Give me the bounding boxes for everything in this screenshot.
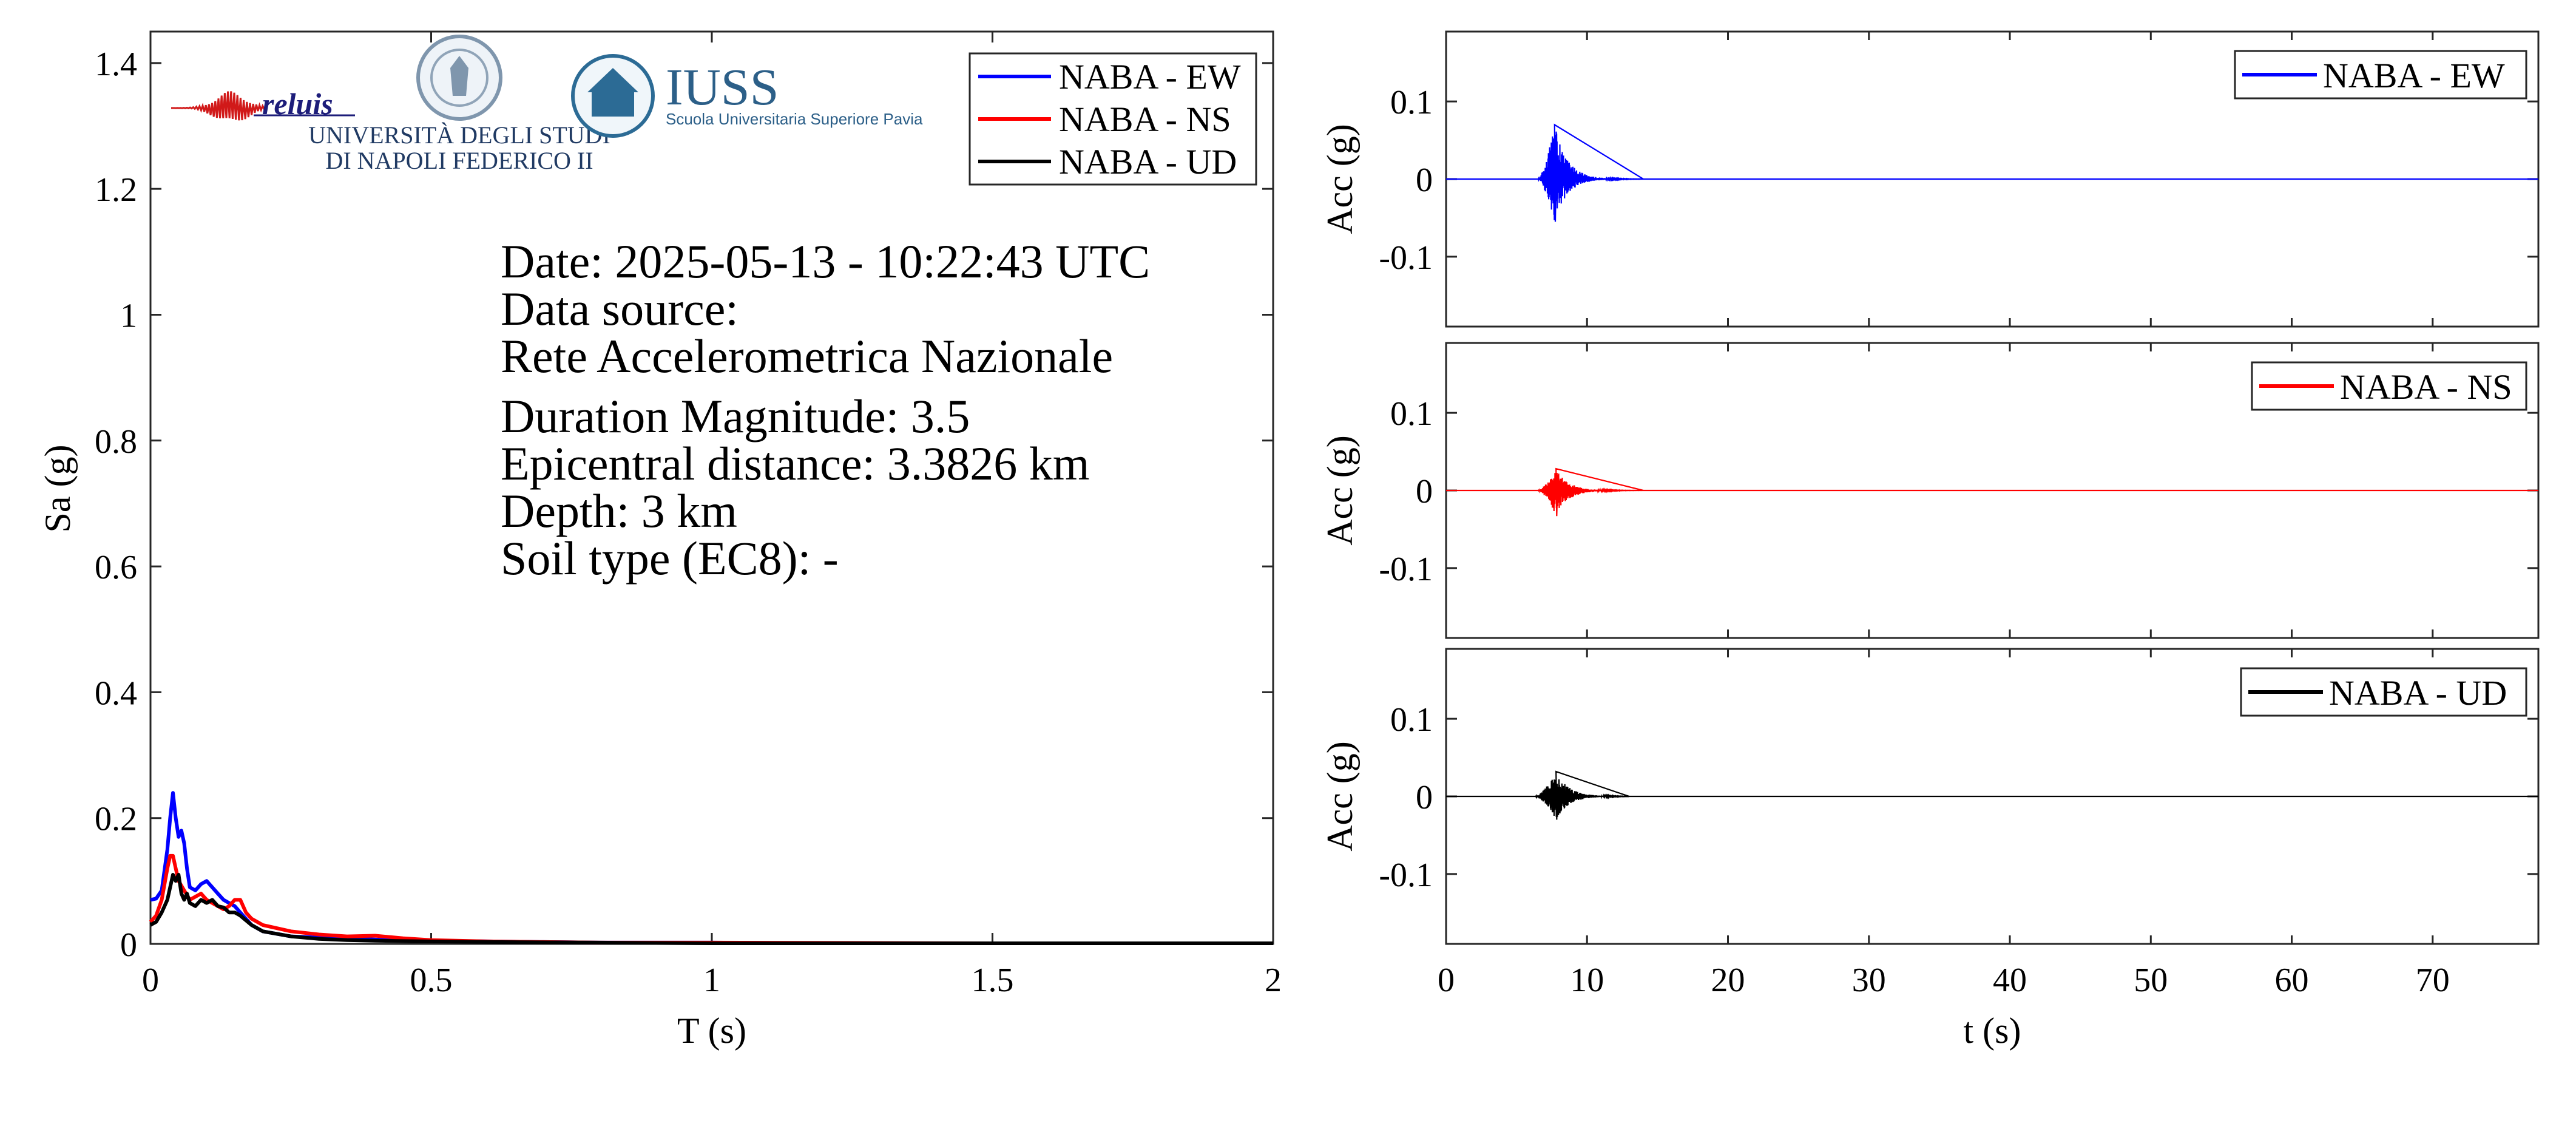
acc-panel-ew: 0.1 0 -0.1 Acc (g) NABA - EW bbox=[1320, 30, 2540, 328]
info-depth: Depth: 3 km bbox=[501, 484, 737, 537]
acc-series-ns bbox=[1446, 467, 2538, 517]
spectrum-xtick-label: 2 bbox=[1265, 962, 1282, 999]
info-date: Date: 2025-05-13 - 10:22:43 UTC bbox=[501, 235, 1150, 288]
spectrum-xtick-label: 0.5 bbox=[410, 962, 453, 999]
acc-legend-box-ns bbox=[2251, 361, 2527, 411]
info-distance: Epicentral distance: 3.3826 km bbox=[501, 437, 1089, 490]
acceleration-panels: 0.1 0 -0.1 Acc (g) NABA - EW 0.1 0 -0.1 Acc (g) N… bbox=[1320, 30, 2540, 999]
acc-xtick-label: 60 bbox=[2275, 962, 2309, 999]
spectrum-ytick-label: 1.2 bbox=[95, 171, 137, 209]
unina-seal-figure-icon bbox=[450, 56, 468, 96]
acc-xtick-label: 30 bbox=[1852, 962, 1886, 999]
acc-series-ew bbox=[1446, 123, 2538, 222]
acc-xlabel: t (s) bbox=[1964, 1011, 2021, 1051]
acc-legend-label-ud: NABA - UD bbox=[2329, 673, 2507, 713]
reluis-wave-line bbox=[171, 91, 266, 121]
iuss-title: IUSS bbox=[666, 58, 779, 116]
acc-ytick-label: 0.1 bbox=[1390, 84, 1433, 121]
spectrum-xlabel: T (s) bbox=[677, 1011, 746, 1051]
acc-ytick-label: 0 bbox=[1416, 779, 1433, 816]
legend-label-ud: NABA - UD bbox=[1059, 142, 1237, 181]
acc-ytick-label: -0.1 bbox=[1379, 856, 1433, 894]
iuss-emblem-building-icon bbox=[592, 91, 634, 117]
spectrum-ytick-label: 0.8 bbox=[95, 423, 137, 461]
acc-ytick-label: -0.1 bbox=[1379, 551, 1433, 588]
spectrum-ytick-label: 0.4 bbox=[95, 674, 137, 712]
unina-logo: UNIVERSITÀ DEGLI STUDI DI NAPOLI FEDERIC… bbox=[308, 35, 610, 174]
spectrum-ytick-label: 1.4 bbox=[95, 46, 137, 83]
info-source-value: Rete Accelerometrica Nazionale bbox=[501, 330, 1113, 382]
acc-ytick-label: 0 bbox=[1416, 473, 1433, 510]
spectrum-xtick-label: 1.5 bbox=[972, 962, 1014, 999]
unina-seal-inner-icon bbox=[430, 49, 488, 107]
acc-xtick-label: 50 bbox=[2134, 962, 2168, 999]
spectrum-ytick-label: 0 bbox=[120, 926, 137, 964]
info-magnitude: Duration Magnitude: 3.5 bbox=[501, 390, 970, 443]
spectrum-ylabel: Sa (g) bbox=[38, 445, 78, 533]
acc-legend-label-ew: NABA - EW bbox=[2323, 56, 2505, 95]
acc-xtick-label: 70 bbox=[2416, 962, 2450, 999]
acc-xtick-label: 0 bbox=[1438, 962, 1455, 999]
acc-xtick-label: 10 bbox=[1570, 962, 1604, 999]
acc-ytick-label: -0.1 bbox=[1379, 239, 1433, 277]
spectrum-series-ud bbox=[149, 873, 1273, 945]
acc-legend-label-ns: NABA - NS bbox=[2340, 367, 2512, 407]
unina-line1: UNIVERSITÀ DEGLI STUDI bbox=[308, 121, 610, 149]
spectrum-ytick-label: 0.2 bbox=[95, 801, 137, 838]
unina-line2: DI NAPOLI FEDERICO II bbox=[325, 147, 593, 174]
acc-ylabel-ns: Acc (g) bbox=[1320, 435, 1360, 546]
iuss-subtitle: Scuola Universitaria Superiore Pavia bbox=[666, 110, 923, 128]
acc-series-ud bbox=[1446, 770, 2538, 820]
acc-panel-ns: 0.1 0 -0.1 Acc (g) NABA - NS bbox=[1320, 342, 2540, 639]
spectrum-ticks: 0 0.5 1 1.5 2 0 0.2 0.4 0.6 0.8 1 1.2 1.4 bbox=[95, 32, 1282, 999]
acc-ylabel-ew: Acc (g) bbox=[1320, 124, 1360, 234]
acc-ytick-label: 0 bbox=[1416, 161, 1433, 199]
iuss-logo: IUSS Scuola Universitaria Superiore Pavi… bbox=[571, 54, 923, 138]
legend-label-ns: NABA - NS bbox=[1059, 100, 1231, 139]
spectrum-ytick-label: 1 bbox=[120, 297, 137, 334]
iuss-emblem-roof-icon bbox=[587, 68, 638, 92]
spectrum-xtick-label: 0 bbox=[142, 962, 159, 999]
spectrum-panel: 0 0.5 1 1.5 2 0 0.2 0.4 0.6 0.8 1 1.2 1.4 T (s) Sa (… bbox=[38, 30, 1282, 1051]
acc-xtick-label: 40 bbox=[1993, 962, 2027, 999]
spectrum-ytick-label: 0.6 bbox=[95, 549, 137, 586]
reluis-logo: reluis bbox=[171, 87, 355, 121]
acc-xtick-label: 20 bbox=[1711, 962, 1745, 999]
acc-ytick-label: 0.1 bbox=[1390, 395, 1433, 433]
spectrum-series bbox=[149, 791, 1273, 945]
event-info: Date: 2025-05-13 - 10:22:43 UTC Data sou… bbox=[501, 235, 1150, 585]
info-soil: Soil type (EC8): - bbox=[501, 532, 839, 585]
acc-panel-ud: 0.1 0 -0.1 0 10 20 30 40 50 60 70 Acc (g) NABA - UD bbox=[1320, 648, 2540, 999]
acc-ylabel-ud: Acc (g) bbox=[1320, 741, 1360, 852]
spectrum-legend: NABA - EW NABA - NS NABA - UD bbox=[969, 52, 1257, 186]
acc-ytick-label: 0.1 bbox=[1390, 701, 1433, 739]
info-source-label: Data source: bbox=[501, 282, 739, 335]
spectrum-xtick-label: 1 bbox=[703, 962, 720, 999]
reluis-waveform-icon bbox=[171, 91, 266, 121]
legend-label-ew: NABA - EW bbox=[1059, 57, 1241, 97]
